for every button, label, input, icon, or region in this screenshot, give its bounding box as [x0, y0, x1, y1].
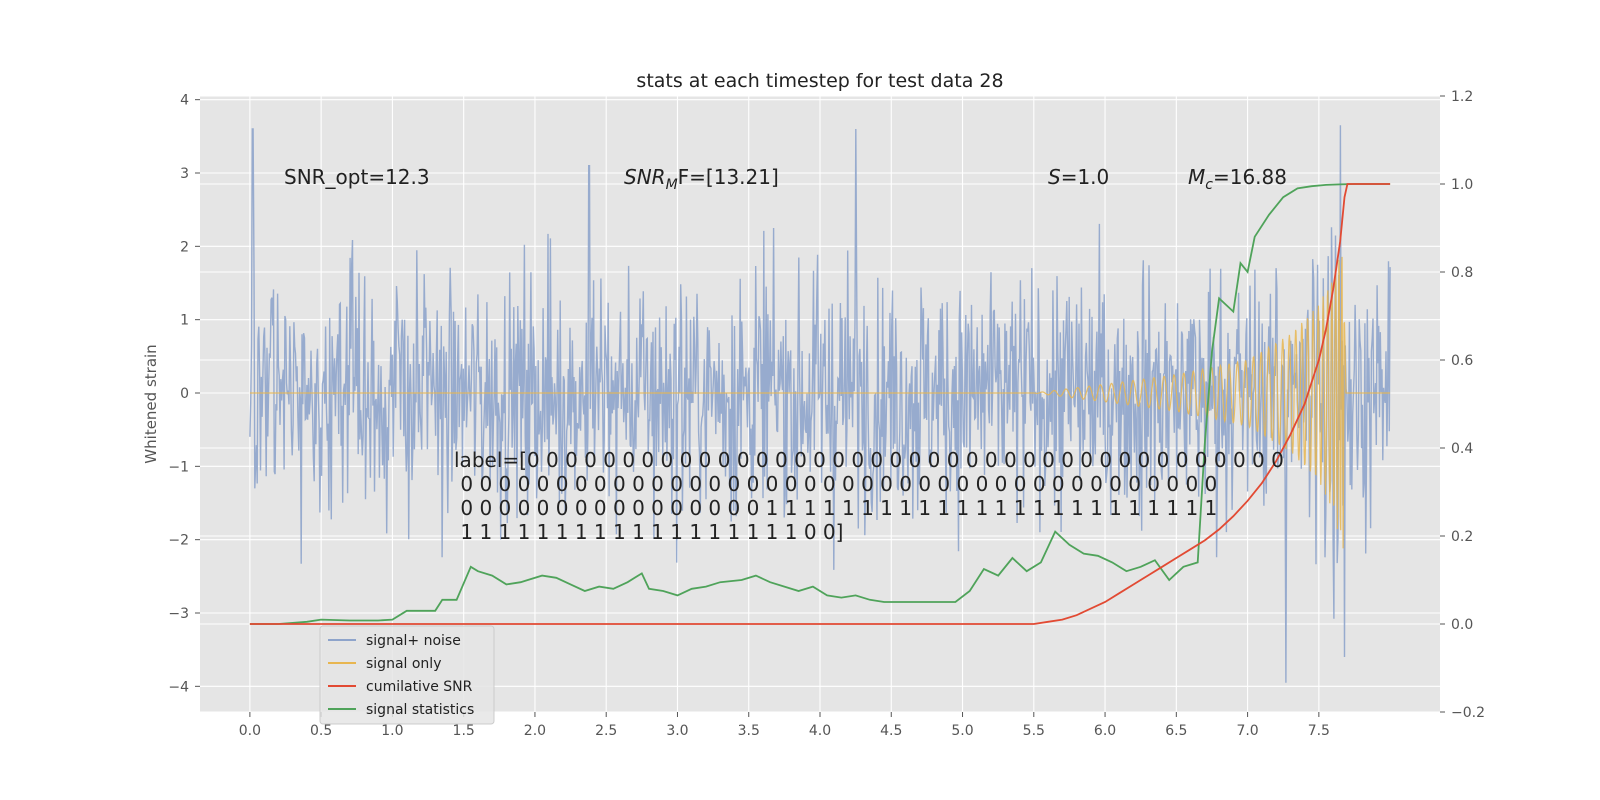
x-tick-label: 1.5	[453, 723, 475, 739]
legend-label-signal-statistics: signal statistics	[366, 702, 474, 718]
y-tick-label: −1	[168, 459, 189, 475]
x-tick-label: 1.0	[381, 723, 403, 739]
x-tick-label: 4.5	[880, 723, 902, 739]
signal-statistics-line	[249, 183, 1391, 625]
legend-label-signal-noise: signal+ noise	[366, 633, 461, 649]
x-tick-label: 7.5	[1308, 723, 1330, 739]
y-axis-ticks: 4 3 2 1 0 −1 −2 −3 −4	[168, 93, 200, 695]
y-tick-label: 1	[180, 313, 189, 329]
chart-title: stats at each timestep for test data 28	[636, 70, 1003, 92]
cumulative-snr-series	[249, 183, 1391, 625]
x-tick-label: 0.5	[310, 723, 332, 739]
y2-tick-label: −0.2	[1451, 705, 1485, 721]
signal-only-series	[249, 256, 1391, 549]
x-tick-label: 5.5	[1023, 723, 1045, 739]
y-tick-label: −3	[168, 606, 189, 622]
y2-tick-label: 0.6	[1451, 353, 1473, 369]
legend-label-cumulative-snr: cumilative SNR	[366, 679, 473, 695]
mc-annotation: Mc=16.88	[1188, 165, 1287, 193]
signal-only-line	[249, 256, 1391, 549]
label-line-1: label=[0 0 0 0 0 0 0 0 0 0 0 0 0 0 0 0 0…	[454, 448, 1284, 472]
snr-mf-annotation: SNRMF=[13.21]	[624, 165, 779, 193]
y-axis-label: Whitened strain	[142, 344, 160, 463]
y-tick-label: 2	[180, 239, 189, 255]
y-tick-label: −4	[168, 679, 189, 695]
x-axis-ticks: 0.0 0.5 1.0 1.5 2.0 2.5 3.0 3.5 4.0 4.5 5.0 5.5 6.0 6…	[239, 712, 1330, 739]
x-tick-label: 0.0	[239, 723, 261, 739]
y2-axis-ticks: 1.2 1.0 0.8 0.6 0.4 0.2 0.0 −0.2	[1440, 89, 1485, 721]
legend-label-signal-only: signal only	[366, 656, 441, 672]
label-annotation: label=[0 0 0 0 0 0 0 0 0 0 0 0 0 0 0 0 0…	[454, 448, 1284, 544]
y-tick-label: 4	[180, 93, 189, 109]
cumulative-snr-line	[249, 183, 1391, 625]
x-tick-label: 5.0	[951, 723, 973, 739]
snr-opt-annotation: SNR_opt=12.3	[284, 165, 430, 189]
y2-tick-label: 0.8	[1451, 265, 1473, 281]
y2-tick-label: 0.0	[1451, 617, 1473, 633]
y2-tick-label: 1.0	[1451, 177, 1473, 193]
label-line-2: 0 0 0 0 0 0 0 0 0 0 0 0 0 0 0 0 0 0 0 0 …	[454, 472, 1217, 496]
y2-tick-label: 0.4	[1451, 441, 1473, 457]
x-tick-label: 6.0	[1094, 723, 1116, 739]
s-annotation: S=1.0	[1048, 165, 1109, 189]
y2-tick-label: 0.2	[1451, 529, 1473, 545]
signal-statistics-series	[249, 183, 1391, 625]
y-tick-label: −2	[168, 533, 189, 549]
legend-box	[319, 625, 495, 725]
label-line-4: 1 1 1 1 1 1 1 1 1 1 1 1 1 1 1 1 1 1 0 0]	[454, 520, 843, 544]
legend: signal+ noise signal only cumilative SNR…	[319, 625, 495, 725]
x-tick-label: 3.5	[738, 723, 760, 739]
signal-noise-series	[249, 125, 1391, 683]
x-tick-label: 2.5	[595, 723, 617, 739]
x-tick-label: 4.0	[809, 723, 831, 739]
x-tick-label: 3.0	[666, 723, 688, 739]
x-tick-label: 2.0	[524, 723, 546, 739]
x-tick-label: 6.5	[1165, 723, 1187, 739]
y-tick-label: 3	[180, 166, 189, 182]
x-tick-label: 7.0	[1236, 723, 1258, 739]
label-line-3: 0 0 0 0 0 0 0 0 0 0 0 0 0 0 0 0 1 1 1 1 …	[454, 496, 1217, 520]
y-tick-label: 0	[180, 386, 189, 402]
signal-noise-line	[249, 125, 1391, 683]
y2-tick-label: 1.2	[1451, 89, 1473, 105]
